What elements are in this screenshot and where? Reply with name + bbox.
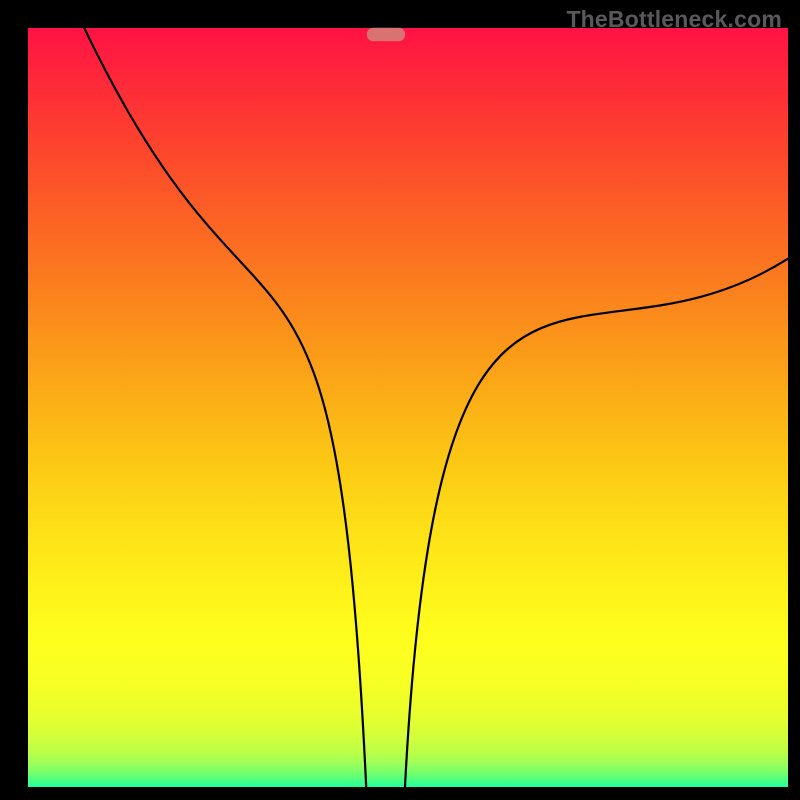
plot-background [28,28,788,787]
chart-svg [0,0,800,800]
chart-container: TheBottleneck.com [0,0,800,800]
watermark-text: TheBottleneck.com [566,6,782,33]
optimal-marker [367,28,405,41]
